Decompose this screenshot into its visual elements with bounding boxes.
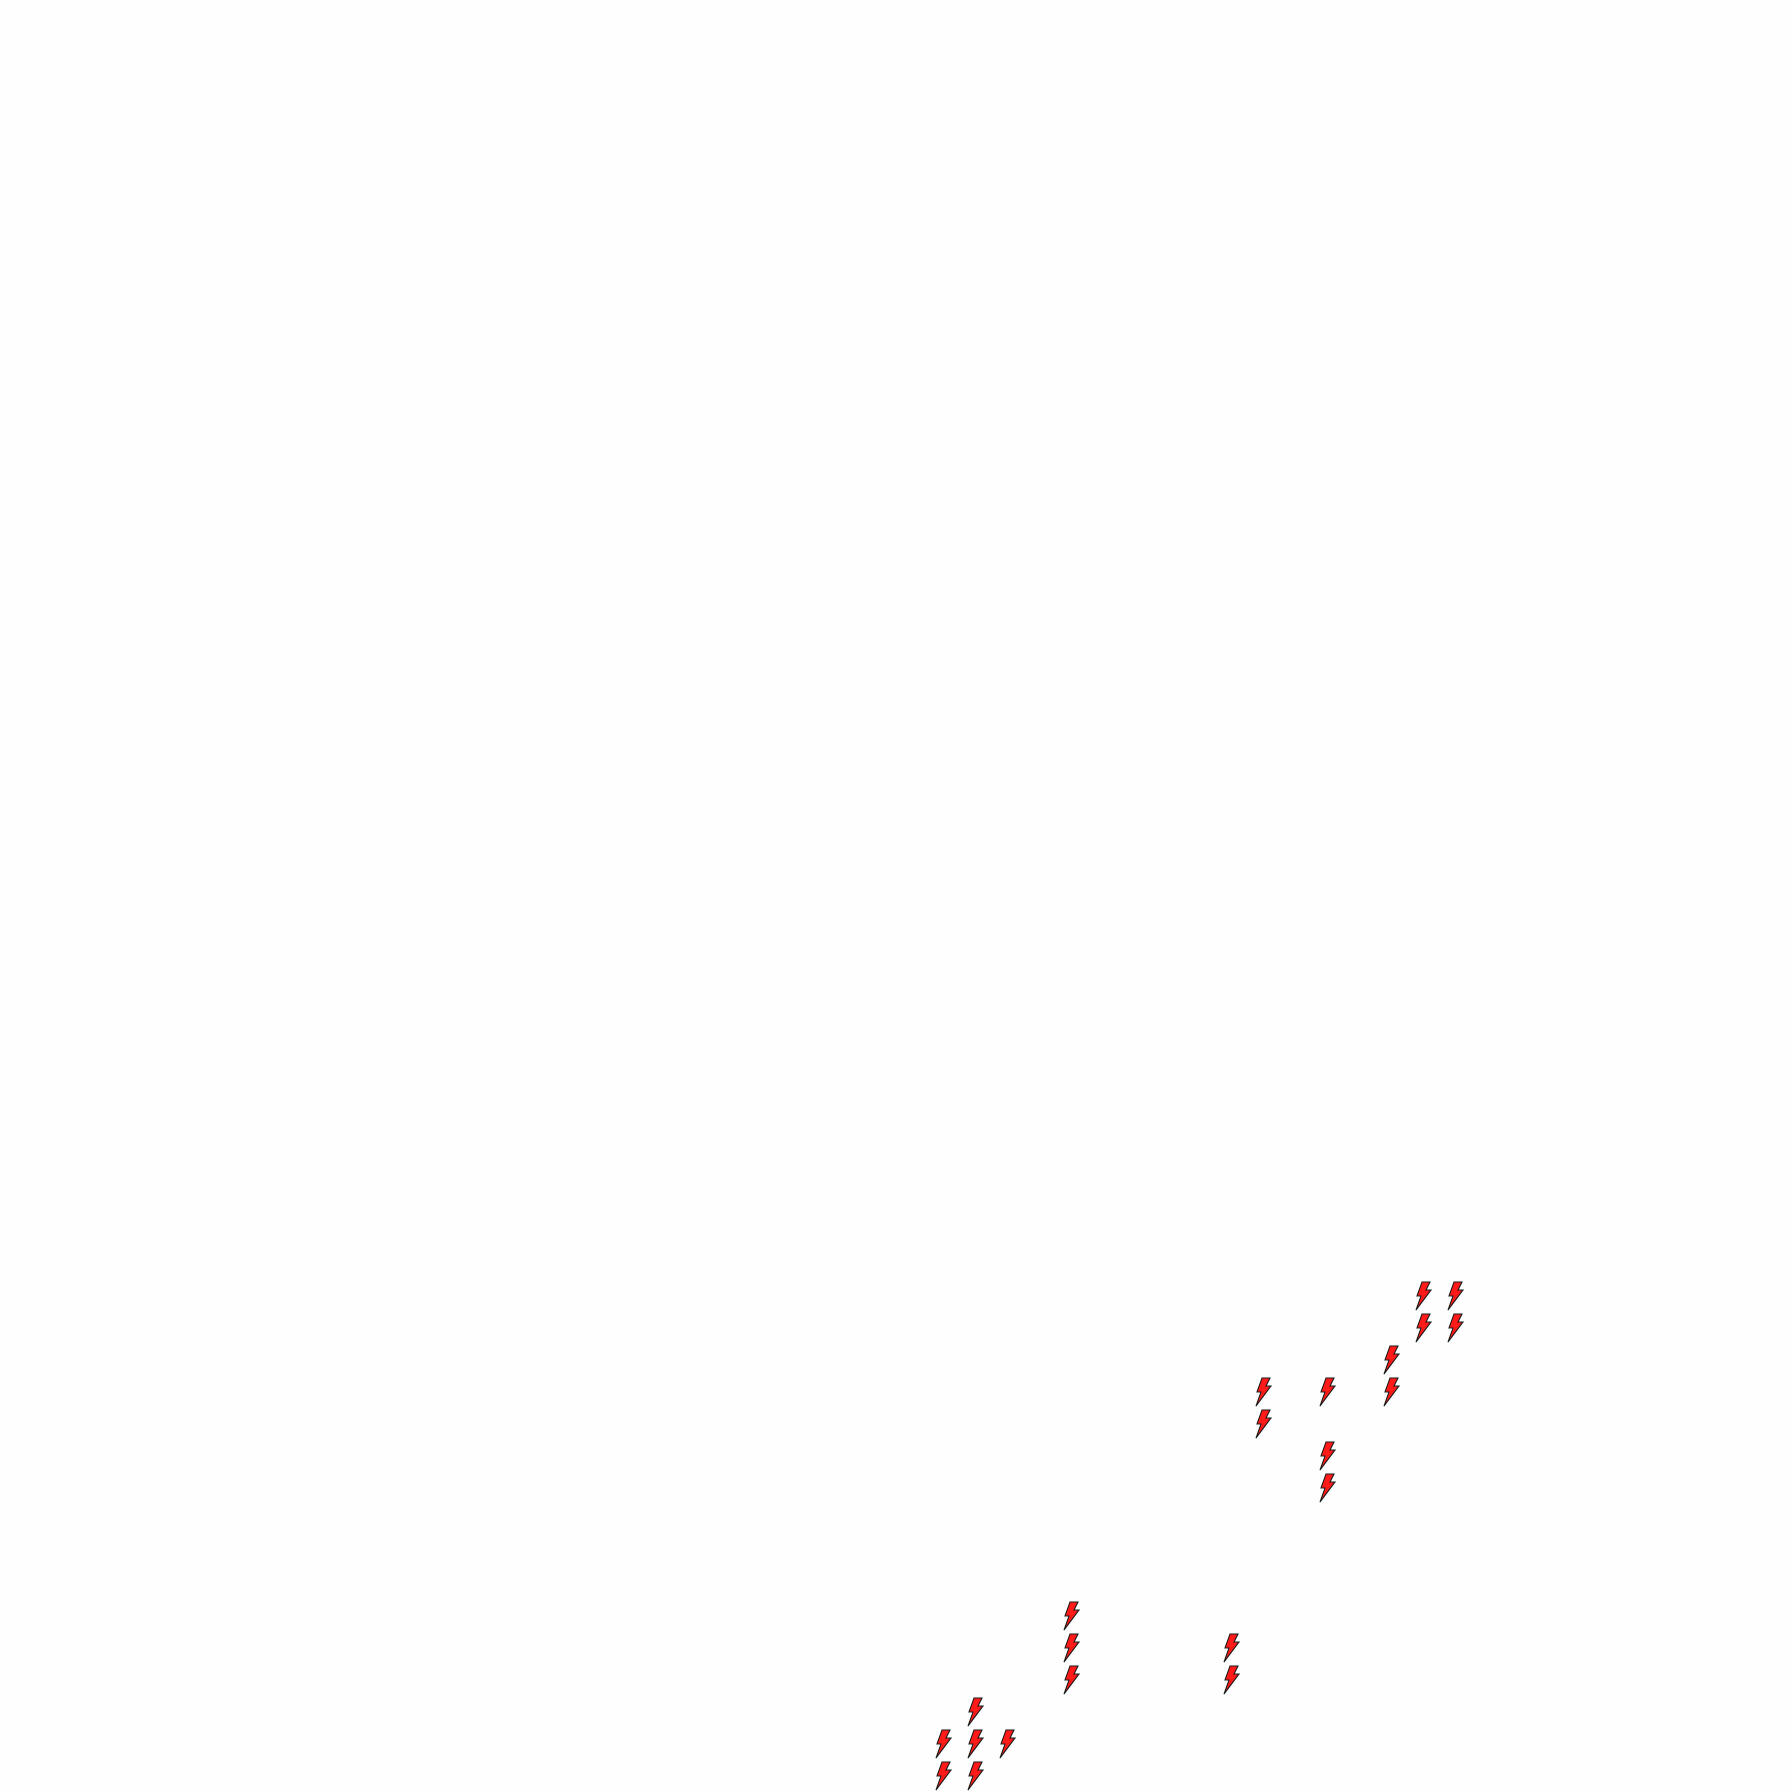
lightning-bolt-icon: [1383, 1345, 1400, 1375]
map-marker[interactable]: [1318, 1377, 1336, 1407]
map-marker[interactable]: [998, 1729, 1016, 1759]
map-marker[interactable]: [934, 1729, 952, 1759]
map-marker[interactable]: [934, 1761, 952, 1791]
lightning-bolt-icon: [1415, 1281, 1432, 1311]
lightning-bolt-icon: [1319, 1473, 1336, 1503]
map-marker[interactable]: [1254, 1409, 1272, 1439]
map-marker[interactable]: [1222, 1633, 1240, 1663]
map-marker[interactable]: [1446, 1313, 1464, 1343]
map-marker[interactable]: [1414, 1281, 1432, 1311]
lightning-bolt-icon: [935, 1761, 952, 1791]
lightning-bolt-icon: [1319, 1441, 1336, 1471]
lightning-bolt-icon: [1383, 1377, 1400, 1407]
lightning-bolt-icon: [1255, 1377, 1272, 1407]
map-marker[interactable]: [966, 1761, 984, 1791]
lightning-bolt-icon: [1223, 1665, 1240, 1695]
lightning-bolt-icon: [967, 1729, 984, 1759]
map-marker[interactable]: [966, 1697, 984, 1727]
map-marker[interactable]: [1062, 1601, 1080, 1631]
lightning-bolt-icon: [967, 1761, 984, 1791]
lightning-bolt-icon: [1319, 1377, 1336, 1407]
map-marker[interactable]: [1414, 1313, 1432, 1343]
map-marker[interactable]: [1318, 1473, 1336, 1503]
lightning-bolt-icon: [1063, 1665, 1080, 1695]
map-marker[interactable]: [1446, 1281, 1464, 1311]
lightning-bolt-icon: [1063, 1601, 1080, 1631]
lightning-bolt-icon: [967, 1697, 984, 1727]
map-marker[interactable]: [1062, 1633, 1080, 1663]
map-marker[interactable]: [1062, 1665, 1080, 1695]
map-marker[interactable]: [966, 1729, 984, 1759]
map-marker[interactable]: [1382, 1345, 1400, 1375]
lightning-bolt-icon: [1447, 1313, 1464, 1343]
lightning-bolt-icon: [1223, 1633, 1240, 1663]
map-marker[interactable]: [1382, 1377, 1400, 1407]
map-marker[interactable]: [1318, 1441, 1336, 1471]
map-marker[interactable]: [1222, 1665, 1240, 1695]
map-marker[interactable]: [1254, 1377, 1272, 1407]
lightning-bolt-icon: [1255, 1409, 1272, 1439]
lightning-bolt-icon: [935, 1729, 952, 1759]
lightning-bolt-icon: [999, 1729, 1016, 1759]
lightning-bolt-icon: [1415, 1313, 1432, 1343]
lightning-bolt-icon: [1063, 1633, 1080, 1663]
lightning-bolt-icon: [1447, 1281, 1464, 1311]
